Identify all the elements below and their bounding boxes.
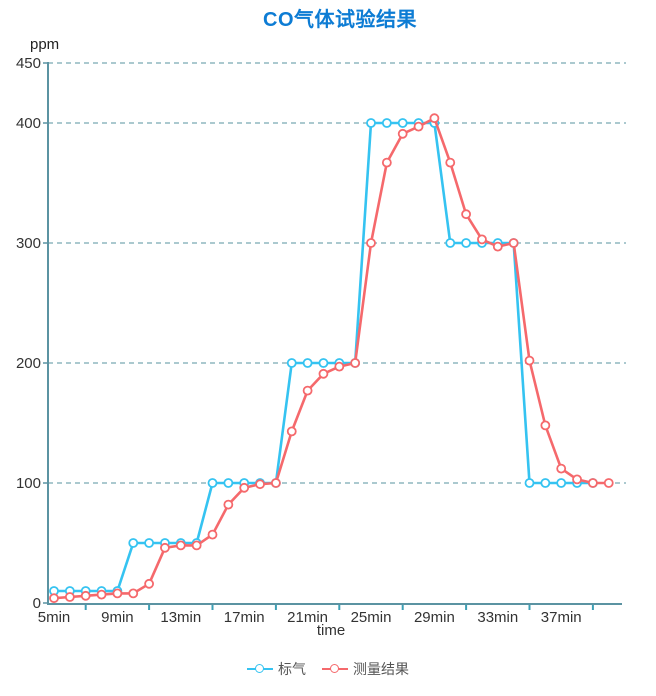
- legend-item-standard-gas[interactable]: 标气: [247, 659, 306, 679]
- y-tick-label: 300: [16, 235, 41, 252]
- data-point-marker[interactable]: [160, 542, 170, 553]
- y-tick-label: 0: [33, 595, 41, 612]
- data-point-marker[interactable]: [524, 355, 535, 366]
- data-point-marker[interactable]: [286, 358, 297, 368]
- x-tick-label: 33min: [477, 609, 518, 626]
- y-tick-label: 200: [16, 355, 41, 372]
- legend-line-marker-icon: [322, 664, 348, 675]
- data-point-marker[interactable]: [492, 241, 503, 252]
- data-point-marker[interactable]: [144, 578, 155, 589]
- data-point-marker[interactable]: [588, 478, 598, 488]
- data-point-marker[interactable]: [302, 358, 313, 368]
- x-tick-label: 37min: [541, 609, 582, 626]
- data-point-marker[interactable]: [381, 118, 392, 128]
- data-point-marker[interactable]: [540, 478, 551, 488]
- data-point-marker[interactable]: [540, 420, 551, 431]
- x-tick-label: 29min: [414, 609, 455, 626]
- data-point-marker[interactable]: [128, 588, 139, 599]
- legend-line-marker-icon: [247, 664, 273, 675]
- x-tick-label: 13min: [160, 609, 201, 626]
- data-point-marker[interactable]: [413, 121, 424, 132]
- data-point-marker[interactable]: [96, 589, 107, 600]
- data-point-marker[interactable]: [572, 474, 582, 485]
- data-point-marker[interactable]: [429, 113, 440, 124]
- series-line-standard-gas: [52, 121, 595, 593]
- x-tick-label: 25min: [351, 609, 392, 626]
- data-point-marker[interactable]: [461, 209, 472, 220]
- data-point-marker[interactable]: [461, 238, 472, 248]
- data-point-marker[interactable]: [334, 361, 345, 372]
- data-point-marker[interactable]: [524, 478, 535, 488]
- data-point-marker[interactable]: [207, 478, 218, 488]
- data-point-marker[interactable]: [302, 385, 313, 396]
- x-tick-label: 17min: [224, 609, 265, 626]
- data-point-marker[interactable]: [445, 238, 456, 248]
- data-point-marker[interactable]: [223, 478, 234, 488]
- y-tick-label: 400: [16, 115, 41, 132]
- data-point-marker[interactable]: [350, 358, 361, 368]
- data-point-marker[interactable]: [64, 592, 75, 602]
- data-point-marker[interactable]: [366, 118, 376, 128]
- legend-item-measured-result[interactable]: 测量结果: [322, 659, 409, 679]
- data-point-marker[interactable]: [381, 157, 392, 168]
- data-point-marker[interactable]: [80, 590, 91, 601]
- data-point-marker[interactable]: [508, 238, 519, 248]
- chart-title: CO气体试验结果: [263, 9, 417, 31]
- x-axis-title: time: [316, 622, 346, 639]
- y-tick-label: 450: [16, 55, 41, 72]
- y-tick-label: 100: [16, 475, 41, 492]
- x-tick-label: 9min: [101, 609, 134, 626]
- data-point-marker[interactable]: [223, 499, 234, 510]
- data-point-marker[interactable]: [239, 482, 250, 493]
- data-point-marker[interactable]: [397, 118, 408, 128]
- data-point-marker[interactable]: [318, 368, 329, 379]
- chart-plot-area: 0 100 200 300 400 450 5min 9min 13min 17min 21min 2…: [16, 55, 626, 626]
- data-point-marker[interactable]: [128, 538, 139, 548]
- data-point-marker[interactable]: [556, 478, 567, 488]
- chart-legend: 标气 测量结果: [0, 659, 656, 679]
- data-point-marker[interactable]: [445, 157, 456, 168]
- data-point-marker[interactable]: [49, 593, 59, 604]
- data-point-marker[interactable]: [270, 478, 281, 488]
- data-point-marker[interactable]: [318, 358, 329, 368]
- data-point-marker[interactable]: [255, 479, 265, 490]
- data-point-marker[interactable]: [207, 529, 218, 540]
- x-tick-label: 21min: [287, 609, 328, 626]
- data-point-marker[interactable]: [112, 588, 123, 599]
- legend-label: 测量结果: [353, 661, 409, 677]
- y-axis-unit-label: ppm: [30, 36, 60, 53]
- data-point-marker[interactable]: [603, 478, 614, 488]
- legend-label: 标气: [278, 661, 306, 677]
- data-point-marker[interactable]: [366, 238, 376, 248]
- x-tick-label: 5min: [38, 609, 71, 626]
- data-point-marker[interactable]: [477, 234, 487, 245]
- data-point-marker[interactable]: [144, 538, 155, 548]
- data-point-marker[interactable]: [191, 540, 202, 551]
- data-point-marker[interactable]: [397, 128, 408, 139]
- data-point-marker[interactable]: [556, 463, 567, 474]
- data-point-marker[interactable]: [286, 426, 297, 437]
- data-point-marker[interactable]: [175, 540, 186, 551]
